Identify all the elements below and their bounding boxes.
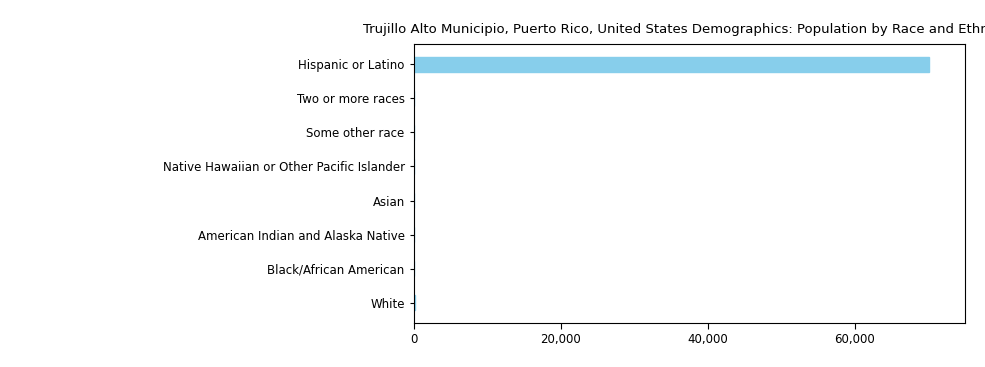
Bar (414, 295, 415, 310)
Title: Trujillo Alto Municipio, Puerto Rico, United States Demographics: Population by : Trujillo Alto Municipio, Puerto Rico, Un… (362, 23, 985, 36)
Bar (414, 57, 929, 72)
